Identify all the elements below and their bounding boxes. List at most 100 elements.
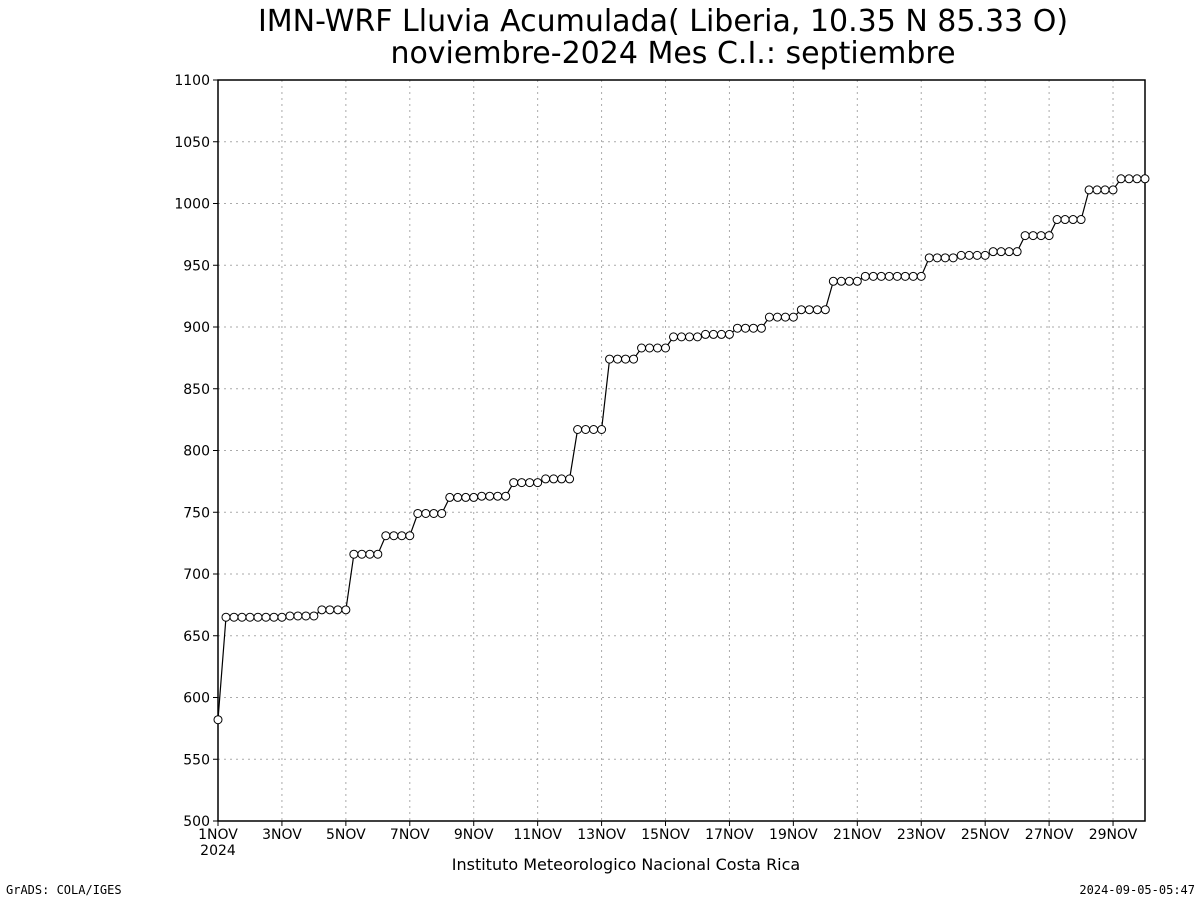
data-point — [692, 332, 702, 342]
x-tick-label: 15NOV — [641, 827, 690, 843]
data-point — [772, 312, 782, 322]
data-point — [980, 250, 990, 260]
data-point — [700, 329, 710, 339]
y-tick-label: 950 — [183, 258, 210, 274]
x-tick-label: 5NOV — [326, 827, 366, 843]
data-point — [1084, 185, 1094, 195]
data-point — [245, 612, 255, 622]
data-point — [237, 612, 247, 622]
data-point — [373, 549, 383, 559]
data-point — [421, 508, 431, 518]
series-line — [217, 178, 1145, 720]
data-point — [844, 276, 854, 286]
data-point — [916, 271, 926, 281]
data-point — [876, 271, 886, 281]
axes: 500 550 600 650 700 750 800 850 900 950 1000 1050 11… — [174, 73, 1146, 859]
data-point — [868, 271, 878, 281]
data-point — [852, 276, 862, 286]
data-point — [1052, 215, 1062, 225]
data-point — [565, 474, 575, 484]
data-point — [301, 611, 311, 621]
software-label: GrADS: COLA/IGES — [6, 883, 122, 897]
data-point — [972, 250, 982, 260]
data-point — [900, 271, 910, 281]
data-point — [405, 531, 415, 541]
x-tick-label: 7NOV — [390, 827, 430, 843]
chart-title: IMN-WRF Lluvia Acumulada( Liberia, 10.35… — [258, 4, 1068, 39]
data-point — [525, 478, 535, 488]
data-point — [437, 508, 447, 518]
data-point — [948, 253, 958, 263]
y-tick-label: 500 — [183, 814, 210, 830]
data-point — [1044, 231, 1054, 241]
data-point — [557, 474, 567, 484]
data-point — [357, 549, 367, 559]
data-point — [637, 343, 647, 353]
data-point — [708, 329, 718, 339]
y-tick-label: 650 — [183, 629, 210, 645]
data-point — [653, 343, 663, 353]
data-point — [764, 312, 774, 322]
data-point — [429, 508, 439, 518]
data-point — [445, 492, 455, 502]
data-point — [333, 605, 343, 615]
data-point — [748, 323, 758, 333]
data-point — [1100, 185, 1110, 195]
data-point — [629, 354, 639, 364]
data-point — [1076, 215, 1086, 225]
y-tick-label: 900 — [183, 320, 210, 336]
chart-subtitle: noviembre-2024 Mes C.I.: septiembre — [390, 36, 955, 71]
data-point — [924, 253, 934, 263]
data-point — [277, 612, 287, 622]
data-point — [988, 247, 998, 257]
data-point — [956, 250, 966, 260]
x-tick-label: 9NOV — [454, 827, 494, 843]
data-point — [485, 491, 495, 501]
x-tick-label: 17NOV — [705, 827, 754, 843]
data-point — [1124, 174, 1134, 184]
data-point — [1004, 247, 1014, 257]
data-point — [669, 332, 679, 342]
data-point — [892, 271, 902, 281]
data-point — [349, 549, 359, 559]
x-tick-label: 27NOV — [1025, 827, 1074, 843]
data-point — [213, 715, 223, 725]
data-point — [884, 271, 894, 281]
data-point — [381, 531, 391, 541]
x-year-label: 2024 — [200, 843, 236, 859]
data-point — [684, 332, 694, 342]
data-point — [461, 492, 471, 502]
data-point — [836, 276, 846, 286]
data-point — [605, 354, 615, 364]
data-point — [1116, 174, 1126, 184]
data-point — [621, 354, 631, 364]
data-point — [996, 247, 1006, 257]
data-point — [517, 478, 527, 488]
data-point — [940, 253, 950, 263]
data-point — [1140, 174, 1150, 184]
data-point — [589, 425, 599, 435]
data-point — [509, 478, 519, 488]
data-point — [1060, 215, 1070, 225]
data-point — [317, 605, 327, 615]
data-point — [1020, 231, 1030, 241]
data-point — [677, 332, 686, 342]
data-point — [533, 478, 543, 488]
data-point — [549, 474, 559, 484]
data-point — [828, 276, 838, 286]
x-tick-label: 25NOV — [961, 827, 1010, 843]
data-point — [1108, 185, 1118, 195]
data-point — [724, 329, 734, 339]
y-tick-label: 550 — [183, 752, 210, 768]
credit-text: Instituto Meteorologico Nacional Costa R… — [452, 855, 800, 874]
y-tick-label: 600 — [183, 691, 210, 707]
data-point — [453, 492, 463, 502]
data-point — [1068, 215, 1078, 225]
x-tick-label: 23NOV — [897, 827, 946, 843]
data-point — [1132, 174, 1142, 184]
x-tick-label: 13NOV — [577, 827, 626, 843]
data-point — [645, 343, 655, 353]
plot-frame — [217, 79, 1146, 822]
data-point — [293, 611, 303, 621]
data-point — [1028, 231, 1038, 241]
